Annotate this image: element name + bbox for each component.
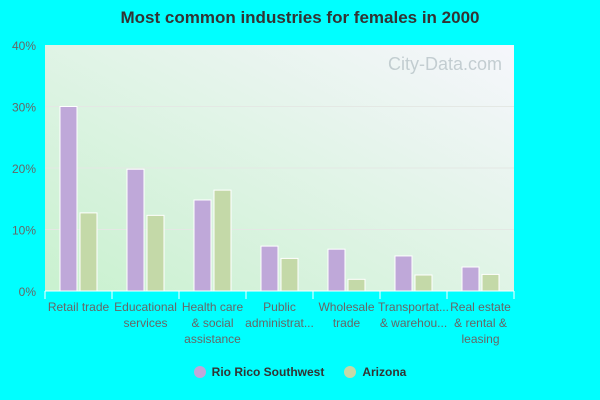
x-category-label: & social (191, 316, 233, 330)
y-tick-label: 40% (12, 39, 36, 53)
x-category-label: leasing (461, 332, 499, 346)
x-category-label: Real estate (450, 300, 511, 314)
x-category-label: & rental & (454, 316, 507, 330)
legend-item: Arizona (344, 365, 406, 379)
bar-rio-rico-southwest (193, 199, 212, 292)
bar-rio-rico-southwest (126, 168, 145, 292)
x-category-label: & warehou... (380, 316, 447, 330)
bar-arizona (481, 273, 500, 292)
legend-label: Rio Rico Southwest (211, 365, 325, 379)
legend-item: Rio Rico Southwest (193, 365, 325, 379)
bar-arizona (414, 274, 433, 292)
x-category-label: Health care (182, 300, 244, 314)
legend-swatch (193, 366, 206, 378)
bar-rio-rico-southwest (461, 266, 480, 292)
bar-rio-rico-southwest (394, 255, 413, 292)
legend-label: Arizona (362, 365, 407, 379)
x-category-label: Retail trade (48, 300, 110, 314)
legend: Rio Rico Southwest Arizona (0, 365, 600, 379)
bar-arizona (347, 278, 366, 292)
x-category-label: Educational (114, 300, 177, 314)
x-category-label: Wholesale (318, 300, 374, 314)
bar-rio-rico-southwest (327, 248, 346, 292)
bar-arizona (280, 257, 299, 292)
bar-arizona (79, 212, 98, 292)
bar-rio-rico-southwest (260, 245, 279, 292)
x-category-label: services (123, 316, 167, 330)
bar-arizona (146, 214, 165, 292)
x-category-label: assistance (184, 332, 241, 346)
x-category-label: Transportat... (378, 300, 449, 314)
y-tick-label: 30% (12, 101, 36, 115)
x-category-label: Public (263, 300, 296, 314)
x-category-label: trade (333, 316, 361, 330)
bar-arizona (213, 189, 232, 292)
y-tick-label: 0% (19, 285, 37, 299)
chart-title: Most common industries for females in 20… (120, 8, 480, 27)
legend-swatch (344, 366, 357, 378)
y-tick-label: 20% (12, 162, 36, 176)
y-tick-label: 10% (12, 224, 36, 238)
x-category-label: administrat... (245, 316, 314, 330)
watermark: City-Data.com (388, 54, 502, 74)
bar-rio-rico-southwest (59, 106, 78, 292)
